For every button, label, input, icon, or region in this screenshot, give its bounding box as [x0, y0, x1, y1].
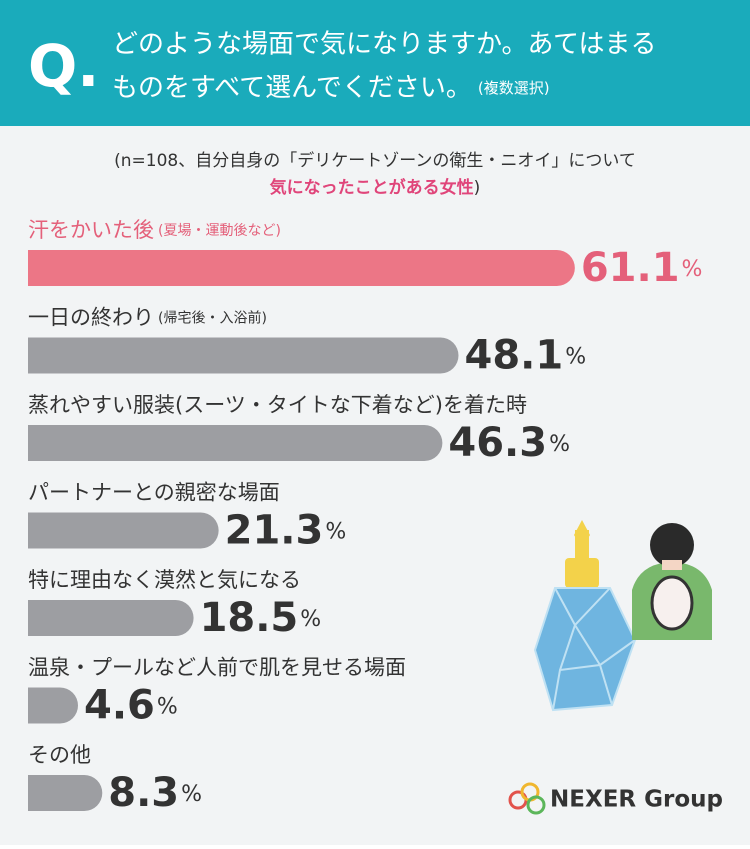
subtitle-end: )	[474, 178, 481, 198]
value-number: 61.1	[581, 245, 680, 291]
value-unit: %	[157, 695, 178, 720]
title-note: (複数選択)	[478, 79, 550, 97]
bar-left-cap	[28, 512, 46, 549]
category-text: 汗をかいた後	[28, 218, 154, 242]
illustration	[533, 520, 712, 712]
value-unit: %	[300, 607, 321, 632]
value-label: 48.1%	[464, 333, 586, 379]
bar-left-cap	[28, 425, 46, 461]
category-text: その他	[28, 743, 91, 767]
category-label: 蒸れやすい服装(スーツ・タイトな下着など)を着た時	[28, 393, 527, 417]
question-mark: Q.	[28, 32, 99, 100]
header-band	[0, 0, 750, 126]
value-label: 8.3%	[108, 770, 202, 816]
bar-left-cap	[28, 600, 46, 636]
bar	[28, 337, 459, 374]
title-line: どのような場面で気になりますか。あてはまる	[112, 30, 656, 60]
value-number: 46.3	[448, 420, 547, 466]
category-text: 一日の終わり	[28, 306, 154, 330]
value-label: 21.3%	[225, 508, 347, 554]
category-label: 一日の終わり (帰宅後・入浴前)	[28, 306, 267, 330]
value-number: 18.5	[200, 595, 299, 641]
bar	[28, 512, 219, 549]
category-text: パートナーとの親密な場面	[28, 481, 280, 505]
value-unit: %	[549, 432, 570, 457]
title-text: ものをすべて選んでください。	[112, 73, 472, 103]
value-unit: %	[682, 257, 703, 282]
value-number: 8.3	[108, 770, 179, 816]
logo: NEXER Group	[508, 782, 723, 815]
subtitle-highlight: 気になったことがある女性	[269, 177, 474, 198]
value-number: 48.1	[464, 333, 563, 379]
category-sublabel: (帰宅後・入浴前)	[158, 310, 267, 327]
value-number: 4.6	[84, 683, 155, 729]
bar-left-cap	[28, 775, 46, 811]
category-label: パートナーとの親密な場面	[28, 481, 280, 505]
value-number: 21.3	[225, 508, 324, 554]
value-label: 46.3%	[448, 420, 570, 466]
bar-left-cap	[28, 250, 46, 286]
category-text: 特に理由なく漠然と気になる	[28, 568, 301, 592]
category-text: 温泉・プールなど人前で肌を見せる場面	[28, 656, 406, 680]
subtitle: 気になったことがある女性)	[269, 177, 481, 198]
subtitle: (n=108、自分自身の「デリケートゾーンの衛生・ニオイ」について	[114, 150, 636, 171]
category-sublabel: (夏場・運動後など)	[158, 223, 281, 239]
bar	[28, 600, 194, 636]
category-text: 蒸れやすい服装(スーツ・タイトな下着など)を着た時	[28, 393, 527, 417]
category-label: 温泉・プールなど人前で肌を見せる場面	[28, 656, 406, 680]
bar	[28, 250, 575, 286]
bar	[28, 775, 103, 811]
value-label: 61.1%	[581, 245, 703, 291]
bar-left-cap	[28, 687, 46, 724]
title-line: ものをすべて選んでください。 (複数選択)	[112, 73, 550, 103]
bar-left-cap	[28, 337, 46, 374]
value-label: 18.5%	[200, 595, 322, 641]
category-label: 特に理由なく漠然と気になる	[28, 568, 301, 592]
logo-text: NEXER Group	[550, 787, 723, 813]
bar	[28, 425, 443, 461]
value-unit: %	[565, 345, 586, 370]
value-unit: %	[181, 782, 202, 807]
value-label: 4.6%	[84, 683, 178, 729]
category-label: 汗をかいた後 (夏場・運動後など)	[28, 218, 281, 242]
category-label: その他	[28, 743, 91, 767]
value-unit: %	[325, 520, 346, 545]
